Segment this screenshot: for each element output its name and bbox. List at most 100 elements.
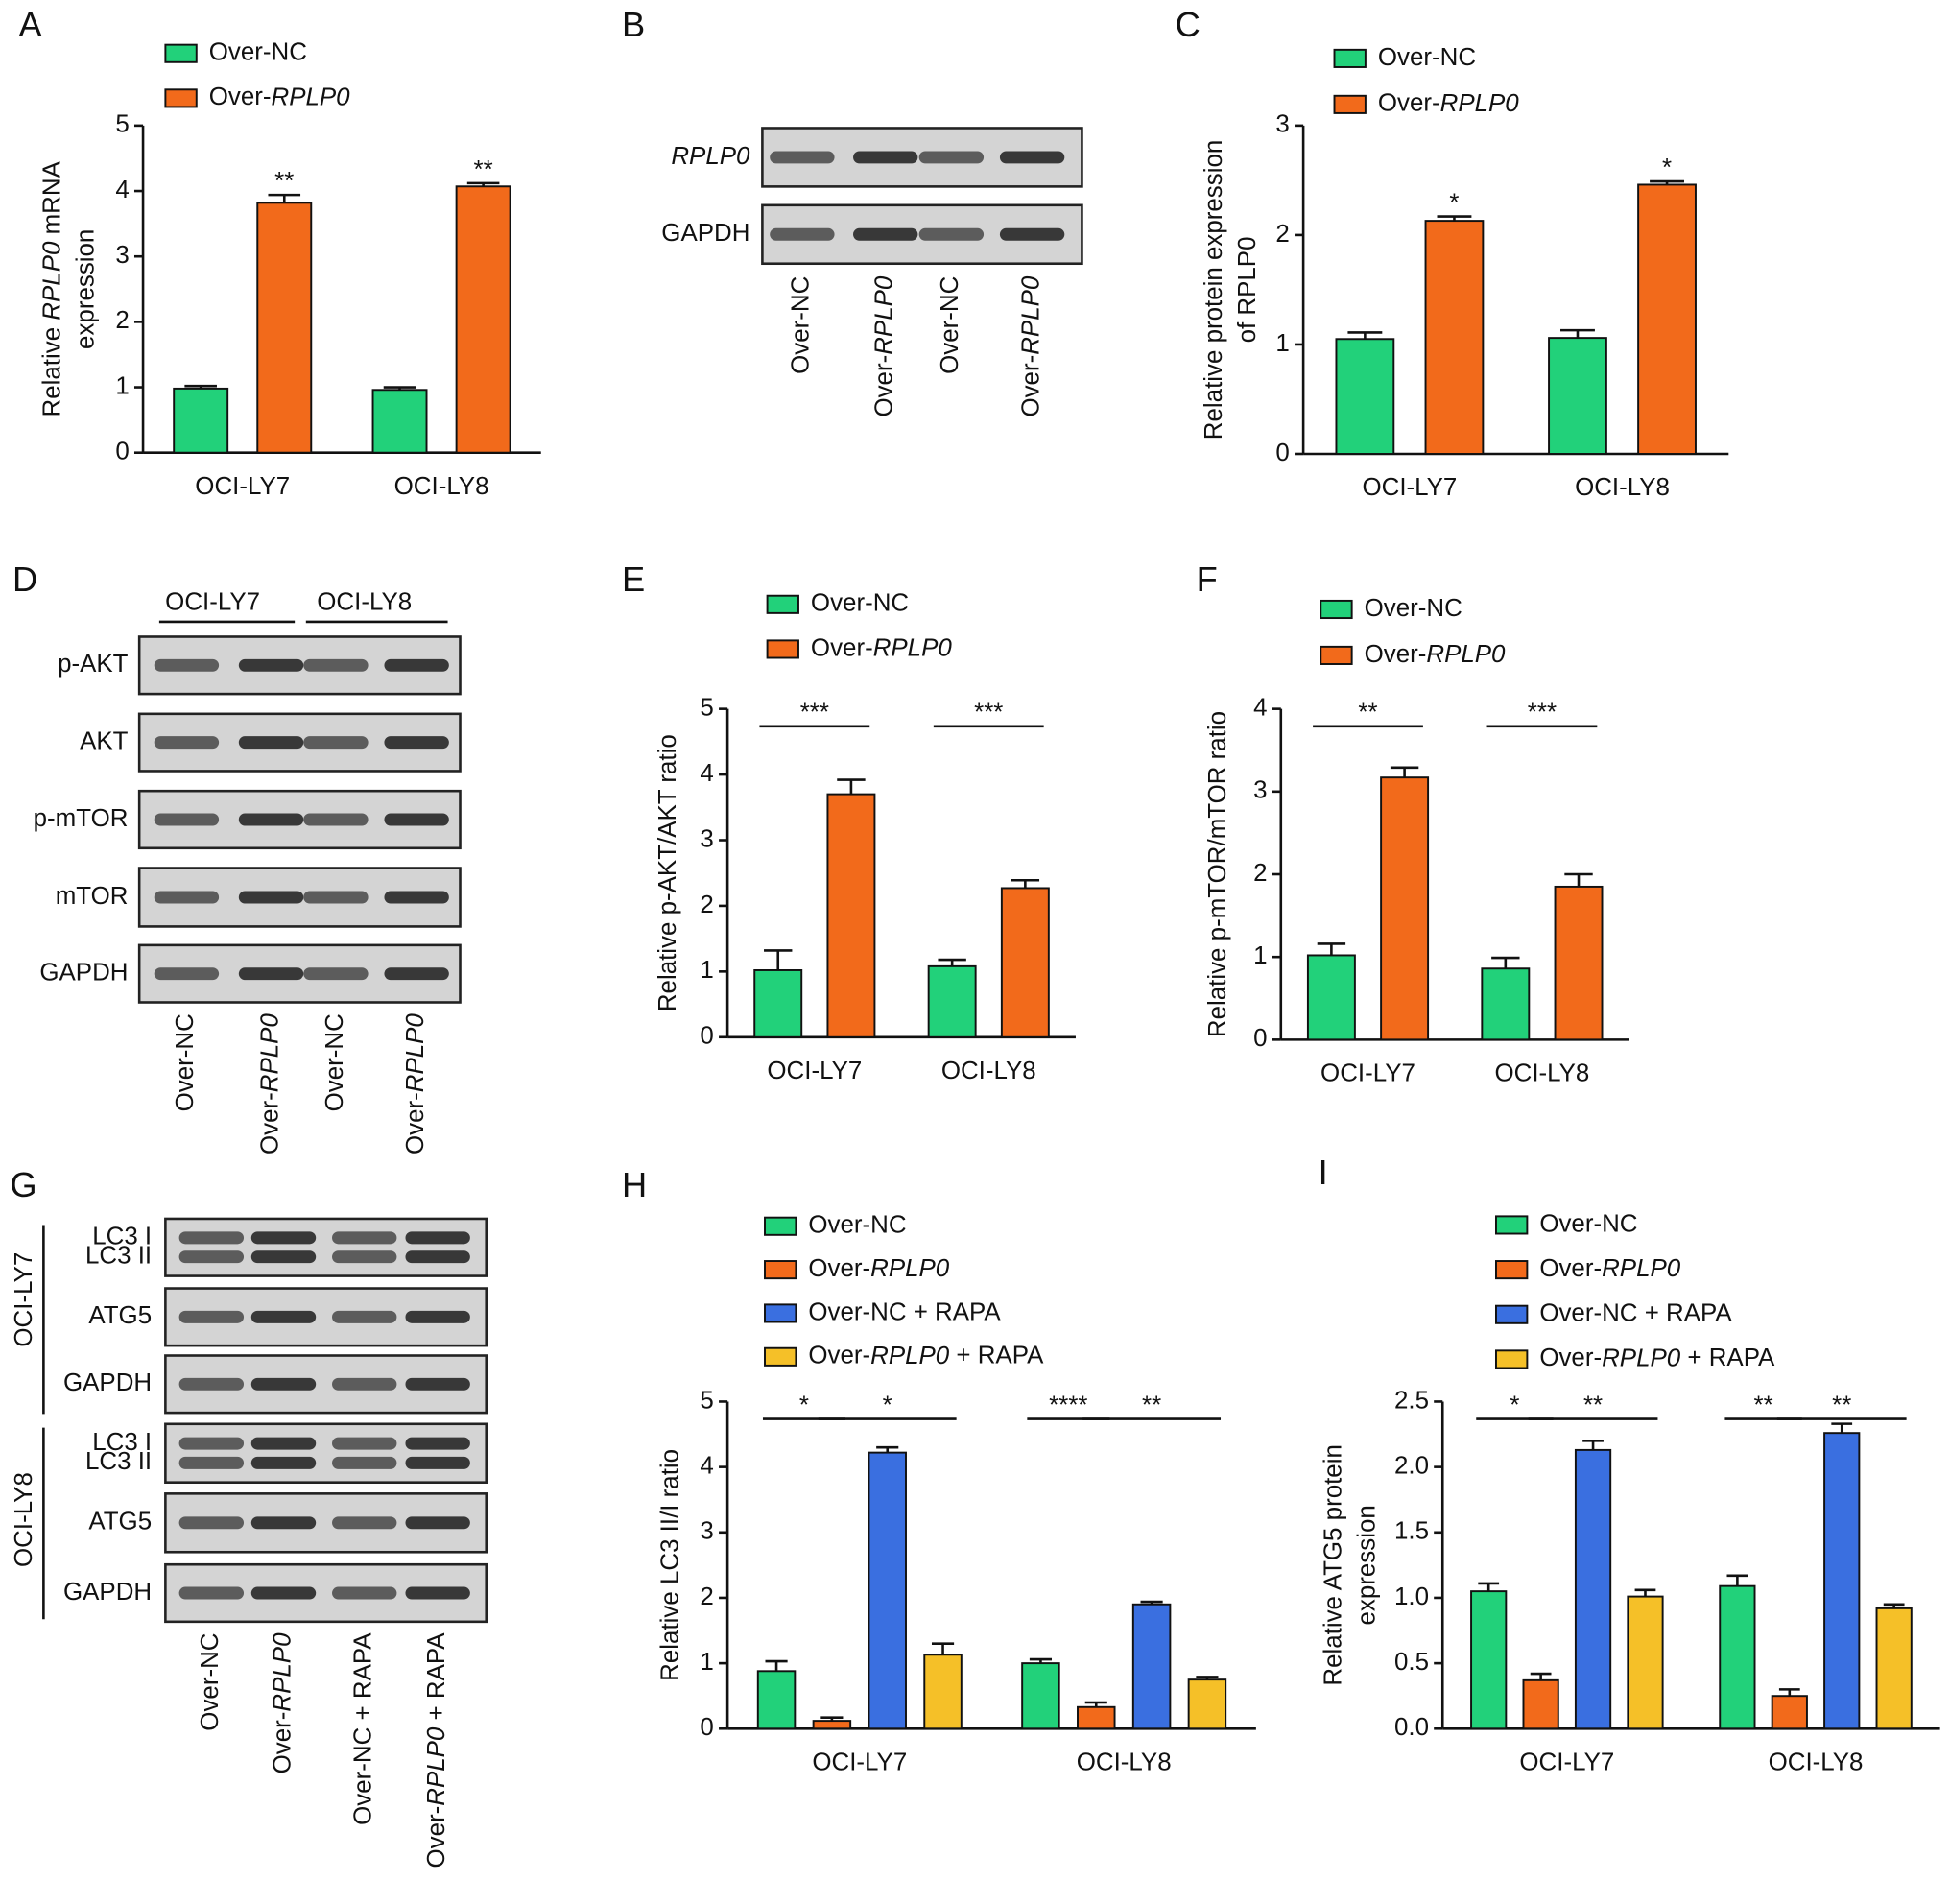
bar [1771, 1695, 1808, 1730]
blot-band [405, 1377, 470, 1391]
y-tick-label: 4 [115, 177, 129, 203]
blot-band [405, 1437, 470, 1450]
blot-band [332, 1516, 397, 1530]
error-bar [466, 181, 500, 187]
significance-label: ** [1832, 1392, 1851, 1418]
significance-label: * [1449, 189, 1459, 216]
blot-band [999, 227, 1065, 241]
error-bar [1650, 179, 1684, 185]
bar [1719, 1584, 1756, 1730]
x-tick-label: OCI-LY7 [1519, 1749, 1614, 1775]
blot-band [384, 736, 449, 750]
blot-band [918, 151, 985, 164]
error-bar [1011, 878, 1040, 889]
y-tick-label: 0.0 [1394, 1714, 1429, 1741]
blot-band [384, 967, 449, 981]
lane-label: Over-RPLP0 [269, 1632, 296, 1773]
y-tick-label: 3 [700, 825, 713, 852]
legend-swatch [1495, 1304, 1529, 1324]
blot-band [405, 1250, 470, 1264]
blot-band [332, 1586, 397, 1600]
legend-swatch [766, 639, 799, 659]
significance-label: *** [1528, 700, 1557, 726]
blot-band [238, 891, 304, 904]
blot-band [384, 891, 449, 904]
x-tick-label: OCI-LY8 [1494, 1059, 1589, 1086]
blot-row-label: ATG5 [88, 1302, 152, 1329]
panel-letter: F [1197, 559, 1218, 599]
significance-label: * [1510, 1392, 1519, 1418]
panel-letter: I [1319, 1153, 1328, 1192]
blot-band [332, 1231, 397, 1245]
blot-band [238, 658, 304, 672]
blot-row-label: GAPDH [63, 1369, 152, 1396]
error-bar [1564, 872, 1593, 887]
x-tick-label: OCI-LY7 [767, 1058, 862, 1084]
y-tick-label: 0 [700, 1023, 713, 1050]
blot-row-label: GAPDH [661, 220, 749, 247]
blot-band [154, 813, 220, 826]
blot-band [853, 151, 918, 164]
blot-band [238, 967, 304, 981]
blot-band [405, 1456, 470, 1469]
bar [173, 387, 229, 454]
bar [868, 1451, 907, 1730]
lane-label: Over-NC [197, 1632, 224, 1730]
y-tick-label: 1.0 [1394, 1583, 1429, 1610]
blot-band [303, 891, 369, 904]
blot-band [250, 1456, 317, 1469]
error-bar [1634, 1588, 1656, 1597]
bar [1187, 1678, 1227, 1730]
blot-row-label: LC3 I [92, 1429, 152, 1456]
panel-letter: H [622, 1165, 647, 1204]
section-label: OCI-LY7 [11, 1252, 37, 1347]
lane-label: Over-NC + RAPA [350, 1632, 377, 1825]
bar [371, 389, 428, 454]
legend-label: Over-RPLP0 [209, 83, 350, 110]
y-axis-label: Relative ATG5 protein [1320, 1444, 1346, 1686]
bar [1627, 1595, 1664, 1730]
y-tick-label: 5 [700, 1387, 713, 1414]
bar [1554, 885, 1604, 1041]
error-bar [1491, 956, 1520, 969]
error-bar [765, 1659, 788, 1672]
blot-band [853, 227, 918, 241]
y-tick-label: 1 [1275, 330, 1289, 357]
error-bar [1437, 215, 1472, 222]
legend-label: Over-RPLP0 + RAPA [808, 1343, 1044, 1369]
bar [812, 1720, 852, 1730]
panel-letter: C [1176, 5, 1201, 44]
bar [927, 964, 977, 1038]
error-bar [1726, 1574, 1748, 1586]
blot-membrane [164, 1422, 488, 1484]
blot-band [154, 736, 220, 750]
blot-band [918, 227, 985, 241]
blot-band [384, 658, 449, 672]
y-tick-label: 5 [700, 694, 713, 721]
y-axis-label: Relative RPLP0 mRNA [39, 160, 66, 416]
blot-row-label: GAPDH [39, 960, 128, 987]
legend-label: Over-RPLP0 [1539, 1255, 1680, 1282]
section-label: OCI-LY8 [11, 1472, 37, 1567]
x-tick-label: OCI-LY8 [941, 1058, 1036, 1084]
error-bar [1390, 766, 1419, 778]
error-bar [268, 193, 301, 203]
significance-label: ** [274, 168, 294, 195]
error-bar [938, 958, 966, 966]
significance-label: *** [800, 700, 829, 726]
bar [1470, 1590, 1508, 1730]
lane-label: Over-RPLP0 + RAPA [423, 1632, 450, 1868]
blot-band [178, 1456, 245, 1469]
panel-letter: A [18, 5, 42, 44]
blot-band [770, 151, 835, 164]
bar [756, 1670, 797, 1730]
bar [1000, 887, 1050, 1038]
blot-membrane [164, 1217, 488, 1277]
blot-band [178, 1377, 245, 1391]
significance-label: **** [1049, 1392, 1087, 1418]
blot-row-label: p-AKT [58, 651, 129, 678]
blot-band [303, 813, 369, 826]
y-tick-label: 4 [1253, 694, 1267, 721]
error-bar [1831, 1422, 1853, 1434]
